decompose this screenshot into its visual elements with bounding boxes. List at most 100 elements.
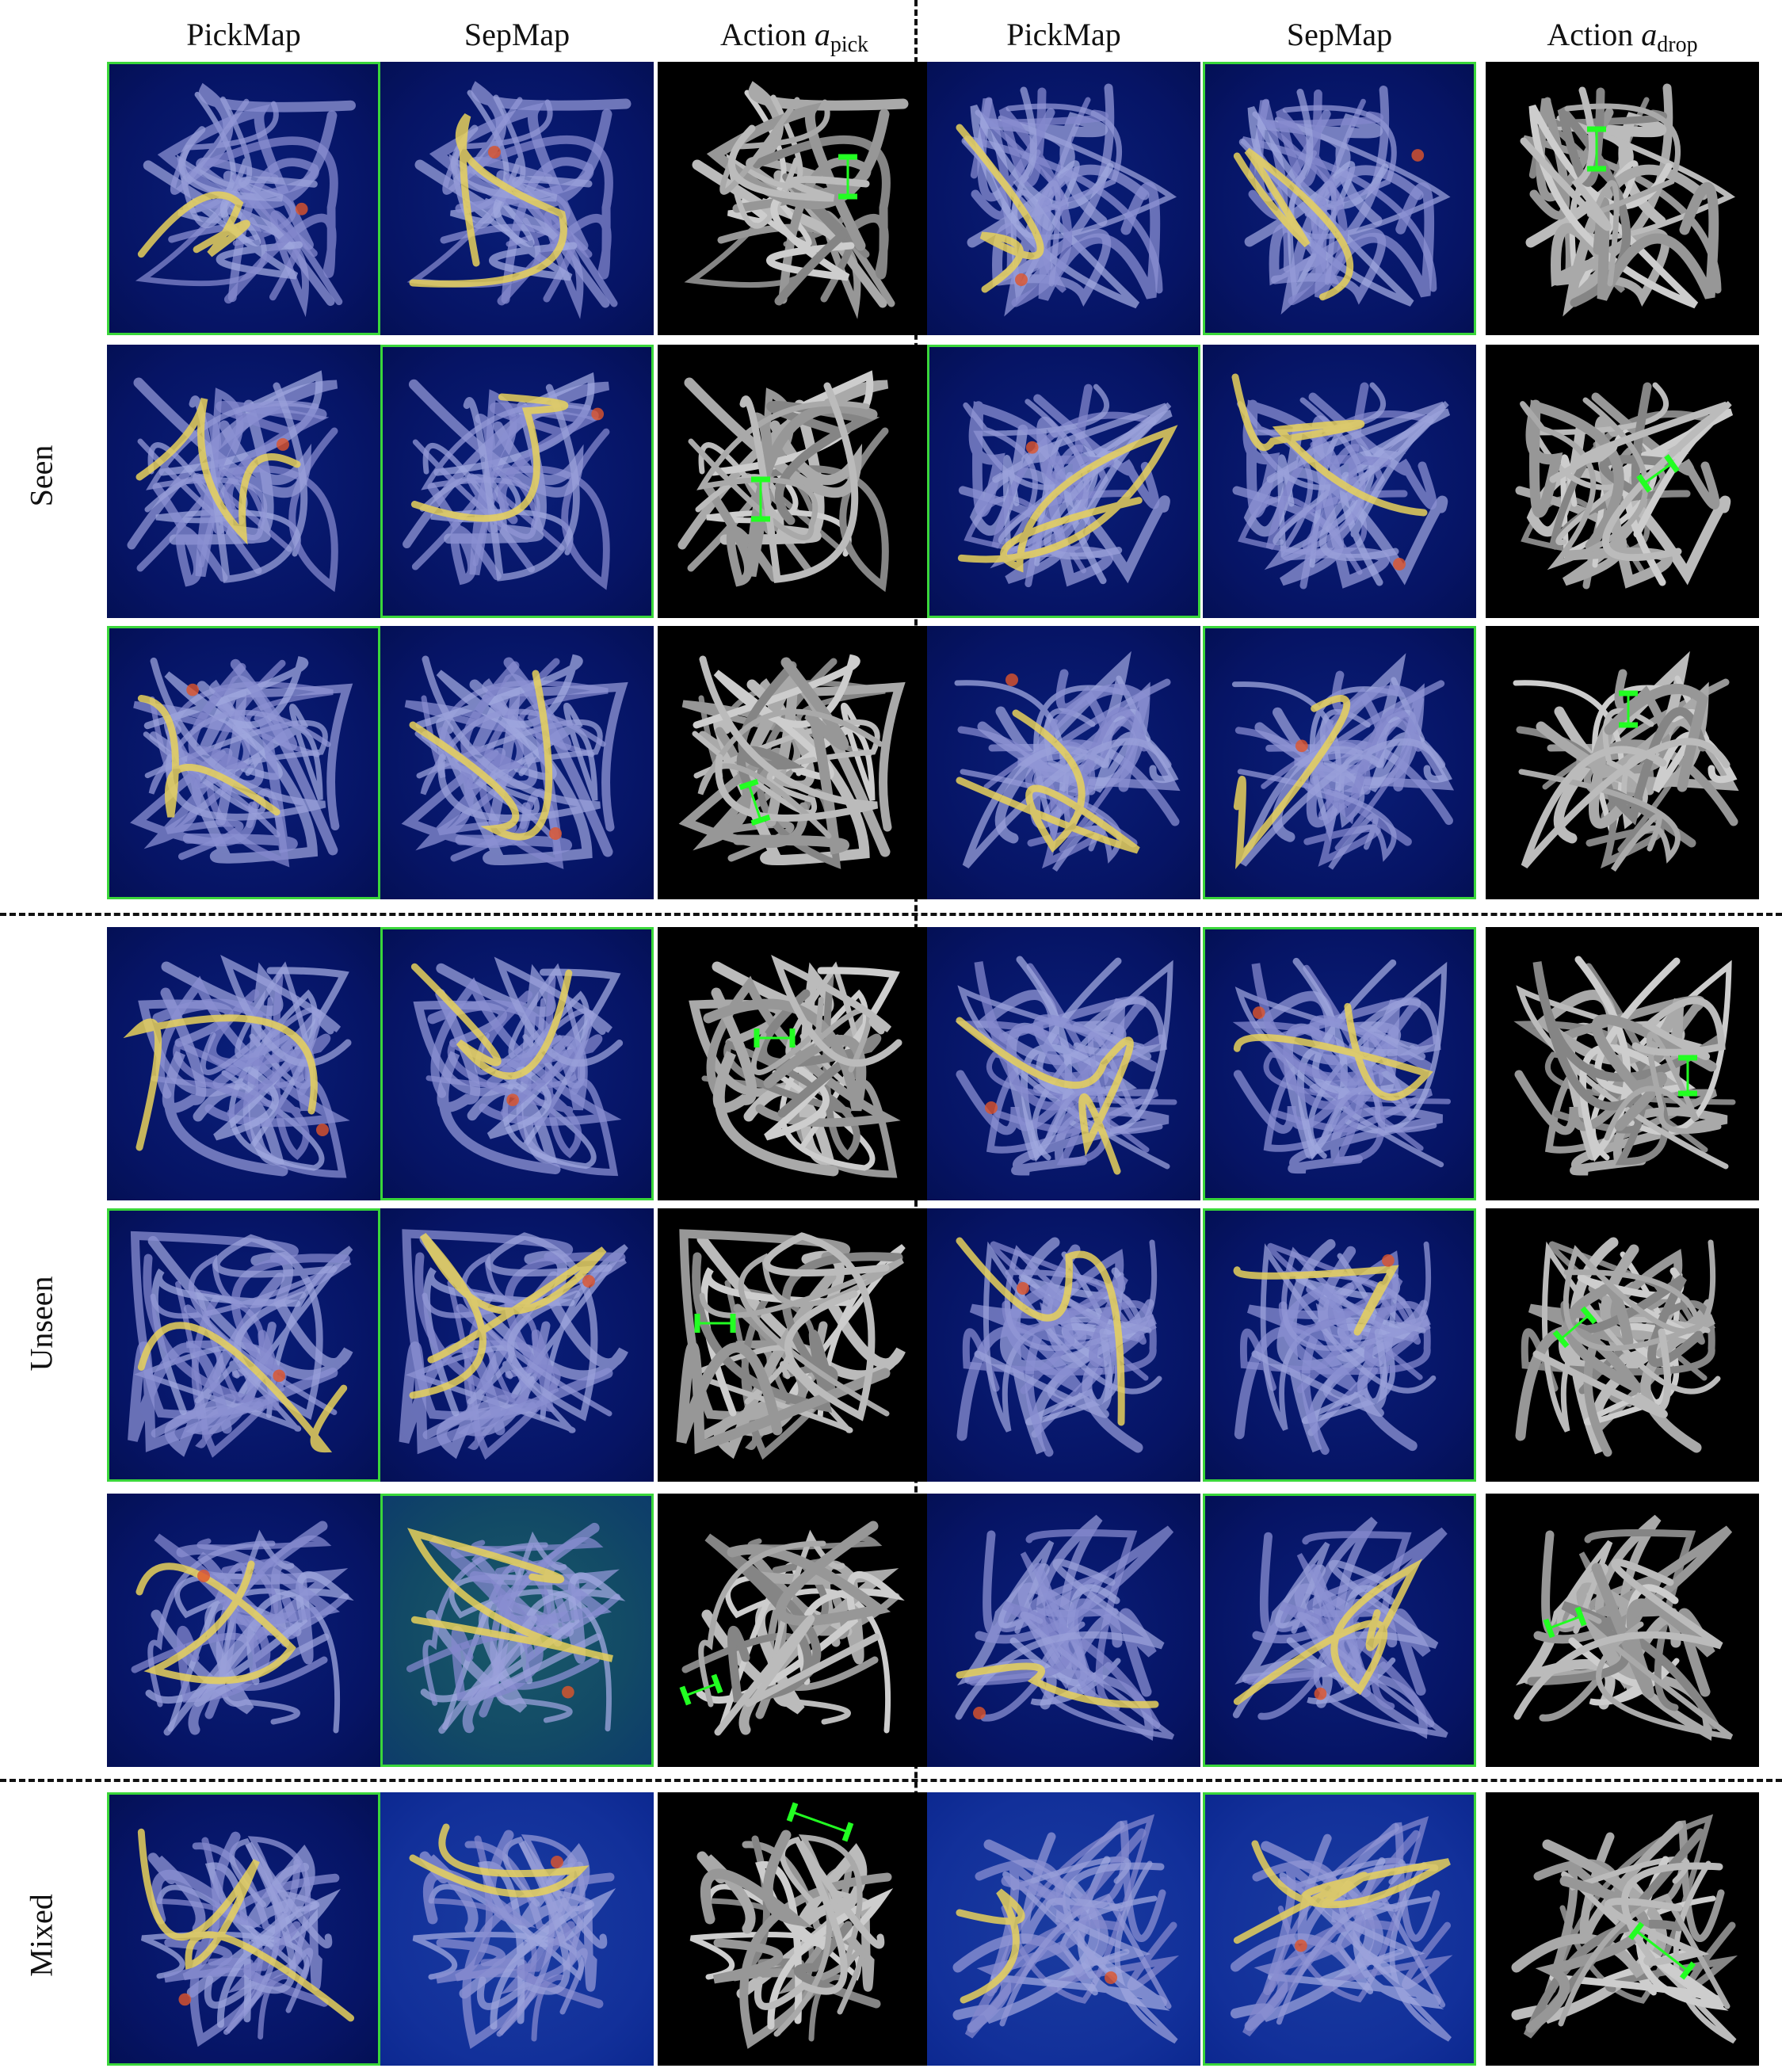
panel-pickmap-right-row-1 bbox=[927, 62, 1200, 335]
panel-sepmap-left-row-5 bbox=[380, 1208, 654, 1482]
depth-image-with-action-marker bbox=[1515, 382, 1734, 590]
panel-pickmap-left-row-1 bbox=[107, 62, 380, 335]
panel-action-drop-row-1 bbox=[1486, 62, 1759, 335]
heatmap-image bbox=[406, 1522, 626, 1734]
panel-pickmap-right-row-3 bbox=[927, 626, 1200, 899]
panel-sepmap-left-row-4 bbox=[380, 927, 654, 1200]
panel-pickmap-right-row-2 bbox=[927, 345, 1200, 618]
depth-image-with-action-marker bbox=[1513, 956, 1736, 1176]
panel-pickmap-right-row-7 bbox=[927, 1792, 1200, 2066]
panel-action-pick-row-2 bbox=[658, 345, 931, 618]
depth-image-with-action-marker bbox=[679, 1521, 905, 1736]
panel-sepmap-left-row-7 bbox=[380, 1792, 654, 2066]
panel-action-drop-row-7 bbox=[1486, 1792, 1759, 2066]
heatmap-image bbox=[955, 1514, 1175, 1742]
divider-unseen-mixed bbox=[0, 1779, 1782, 1782]
header-pickmap-right: PickMap bbox=[1006, 17, 1121, 52]
heatmap-image bbox=[410, 956, 624, 1177]
panel-pickmap-left-row-7 bbox=[107, 1792, 380, 2066]
panel-action-pick-row-5 bbox=[658, 1208, 931, 1482]
panel-action-pick-row-3 bbox=[658, 626, 931, 899]
header-action-pick: Action apick bbox=[658, 11, 931, 59]
panel-action-pick-row-1 bbox=[658, 62, 931, 335]
panel-pickmap-right-row-4 bbox=[927, 927, 1200, 1200]
depth-image-with-action-marker bbox=[1520, 83, 1735, 317]
heatmap-image bbox=[128, 1231, 353, 1458]
panel-pickmap-left-row-6 bbox=[107, 1494, 380, 1767]
header-action-symbol: a bbox=[1641, 17, 1658, 52]
panel-pickmap-left-row-4 bbox=[107, 927, 380, 1200]
heatmap-image bbox=[403, 372, 610, 590]
panel-sepmap-right-row-3 bbox=[1203, 626, 1476, 899]
panel-sepmap-right-row-1 bbox=[1203, 62, 1476, 335]
depth-image-with-action-marker bbox=[689, 955, 902, 1178]
panel-pickmap-right-row-6 bbox=[927, 1494, 1200, 1767]
heatmap-image bbox=[401, 654, 628, 869]
depth-image-with-action-marker bbox=[684, 81, 909, 319]
depth-image-with-action-marker bbox=[689, 1802, 894, 2049]
panel-action-pick-row-4 bbox=[658, 927, 931, 1200]
header-action-sub-pick: pick bbox=[830, 32, 869, 57]
heatmap-image bbox=[955, 956, 1177, 1176]
header-action-word: Action bbox=[1547, 17, 1634, 52]
depth-image-with-action-marker bbox=[1513, 651, 1739, 872]
depth-image-with-action-marker bbox=[1513, 1514, 1734, 1742]
heatmap-image bbox=[409, 1823, 616, 2049]
panel-sepmap-left-row-3 bbox=[380, 626, 654, 899]
depth-image-with-action-marker bbox=[678, 654, 906, 869]
depth-image-with-action-marker bbox=[676, 1229, 906, 1460]
heatmap-image bbox=[130, 656, 353, 868]
header-sepmap-right: SepMap bbox=[1286, 17, 1393, 52]
heatmap-image bbox=[1232, 1517, 1448, 1739]
panel-sepmap-left-row-1 bbox=[380, 62, 654, 335]
header-action-symbol: a bbox=[814, 17, 830, 52]
panel-sepmap-right-row-7 bbox=[1203, 1792, 1476, 2066]
heatmap-image bbox=[1231, 653, 1455, 870]
heatmap-image bbox=[1231, 373, 1451, 590]
depth-image-with-action-marker bbox=[1515, 1237, 1721, 1457]
heatmap-image bbox=[399, 1229, 628, 1460]
panel-sepmap-right-row-6 bbox=[1203, 1494, 1476, 1767]
header-sepmap-left: SepMap bbox=[464, 17, 570, 52]
heatmap-image bbox=[137, 1828, 355, 2047]
row-label-mixed: Mixed bbox=[23, 1894, 59, 1977]
heatmap-image bbox=[1232, 957, 1452, 1174]
row-label-seen: Seen bbox=[23, 445, 59, 506]
header-pickmap-left: PickMap bbox=[186, 17, 301, 52]
heatmap-image bbox=[135, 82, 356, 318]
panel-action-drop-row-4 bbox=[1486, 927, 1759, 1200]
panel-action-pick-row-7 bbox=[658, 1792, 931, 2066]
heatmap-image bbox=[1233, 86, 1451, 315]
depth-image-with-action-marker bbox=[1511, 1814, 1738, 2044]
panel-action-drop-row-6 bbox=[1486, 1494, 1759, 1767]
heatmap-image bbox=[957, 383, 1178, 588]
divider-seen-unseen bbox=[0, 913, 1782, 916]
panel-action-drop-row-2 bbox=[1486, 345, 1759, 618]
panel-pickmap-right-row-5 bbox=[927, 1208, 1200, 1482]
panel-sepmap-left-row-2 bbox=[380, 345, 654, 618]
heatmap-image bbox=[956, 1237, 1162, 1457]
heatmap-image bbox=[123, 955, 352, 1178]
heatmap-image bbox=[406, 81, 632, 319]
row-label-unseen: Unseen bbox=[23, 1276, 59, 1371]
heatmap-image bbox=[1233, 1238, 1437, 1456]
panel-action-drop-row-3 bbox=[1486, 626, 1759, 899]
panel-pickmap-left-row-2 bbox=[107, 345, 380, 618]
panel-pickmap-left-row-5 bbox=[107, 1208, 380, 1482]
header-action-drop: Action adrop bbox=[1486, 11, 1759, 59]
heatmap-image bbox=[1230, 1816, 1453, 2042]
header-action-word: Action bbox=[719, 17, 807, 52]
heatmap-image bbox=[131, 1521, 354, 1736]
panel-sepmap-left-row-6 bbox=[380, 1494, 654, 1767]
heatmap-image bbox=[956, 83, 1177, 317]
panel-action-pick-row-6 bbox=[658, 1494, 931, 1767]
depth-image-with-action-marker bbox=[677, 370, 889, 593]
heatmap-image bbox=[127, 370, 338, 593]
panel-pickmap-left-row-3 bbox=[107, 626, 380, 899]
heatmap-image bbox=[952, 1814, 1180, 2044]
header-action-sub-drop: drop bbox=[1657, 32, 1698, 57]
panel-sepmap-right-row-2 bbox=[1203, 345, 1476, 618]
panel-action-drop-row-5 bbox=[1486, 1208, 1759, 1482]
panel-sepmap-right-row-4 bbox=[1203, 927, 1476, 1200]
heatmap-image bbox=[954, 651, 1181, 872]
